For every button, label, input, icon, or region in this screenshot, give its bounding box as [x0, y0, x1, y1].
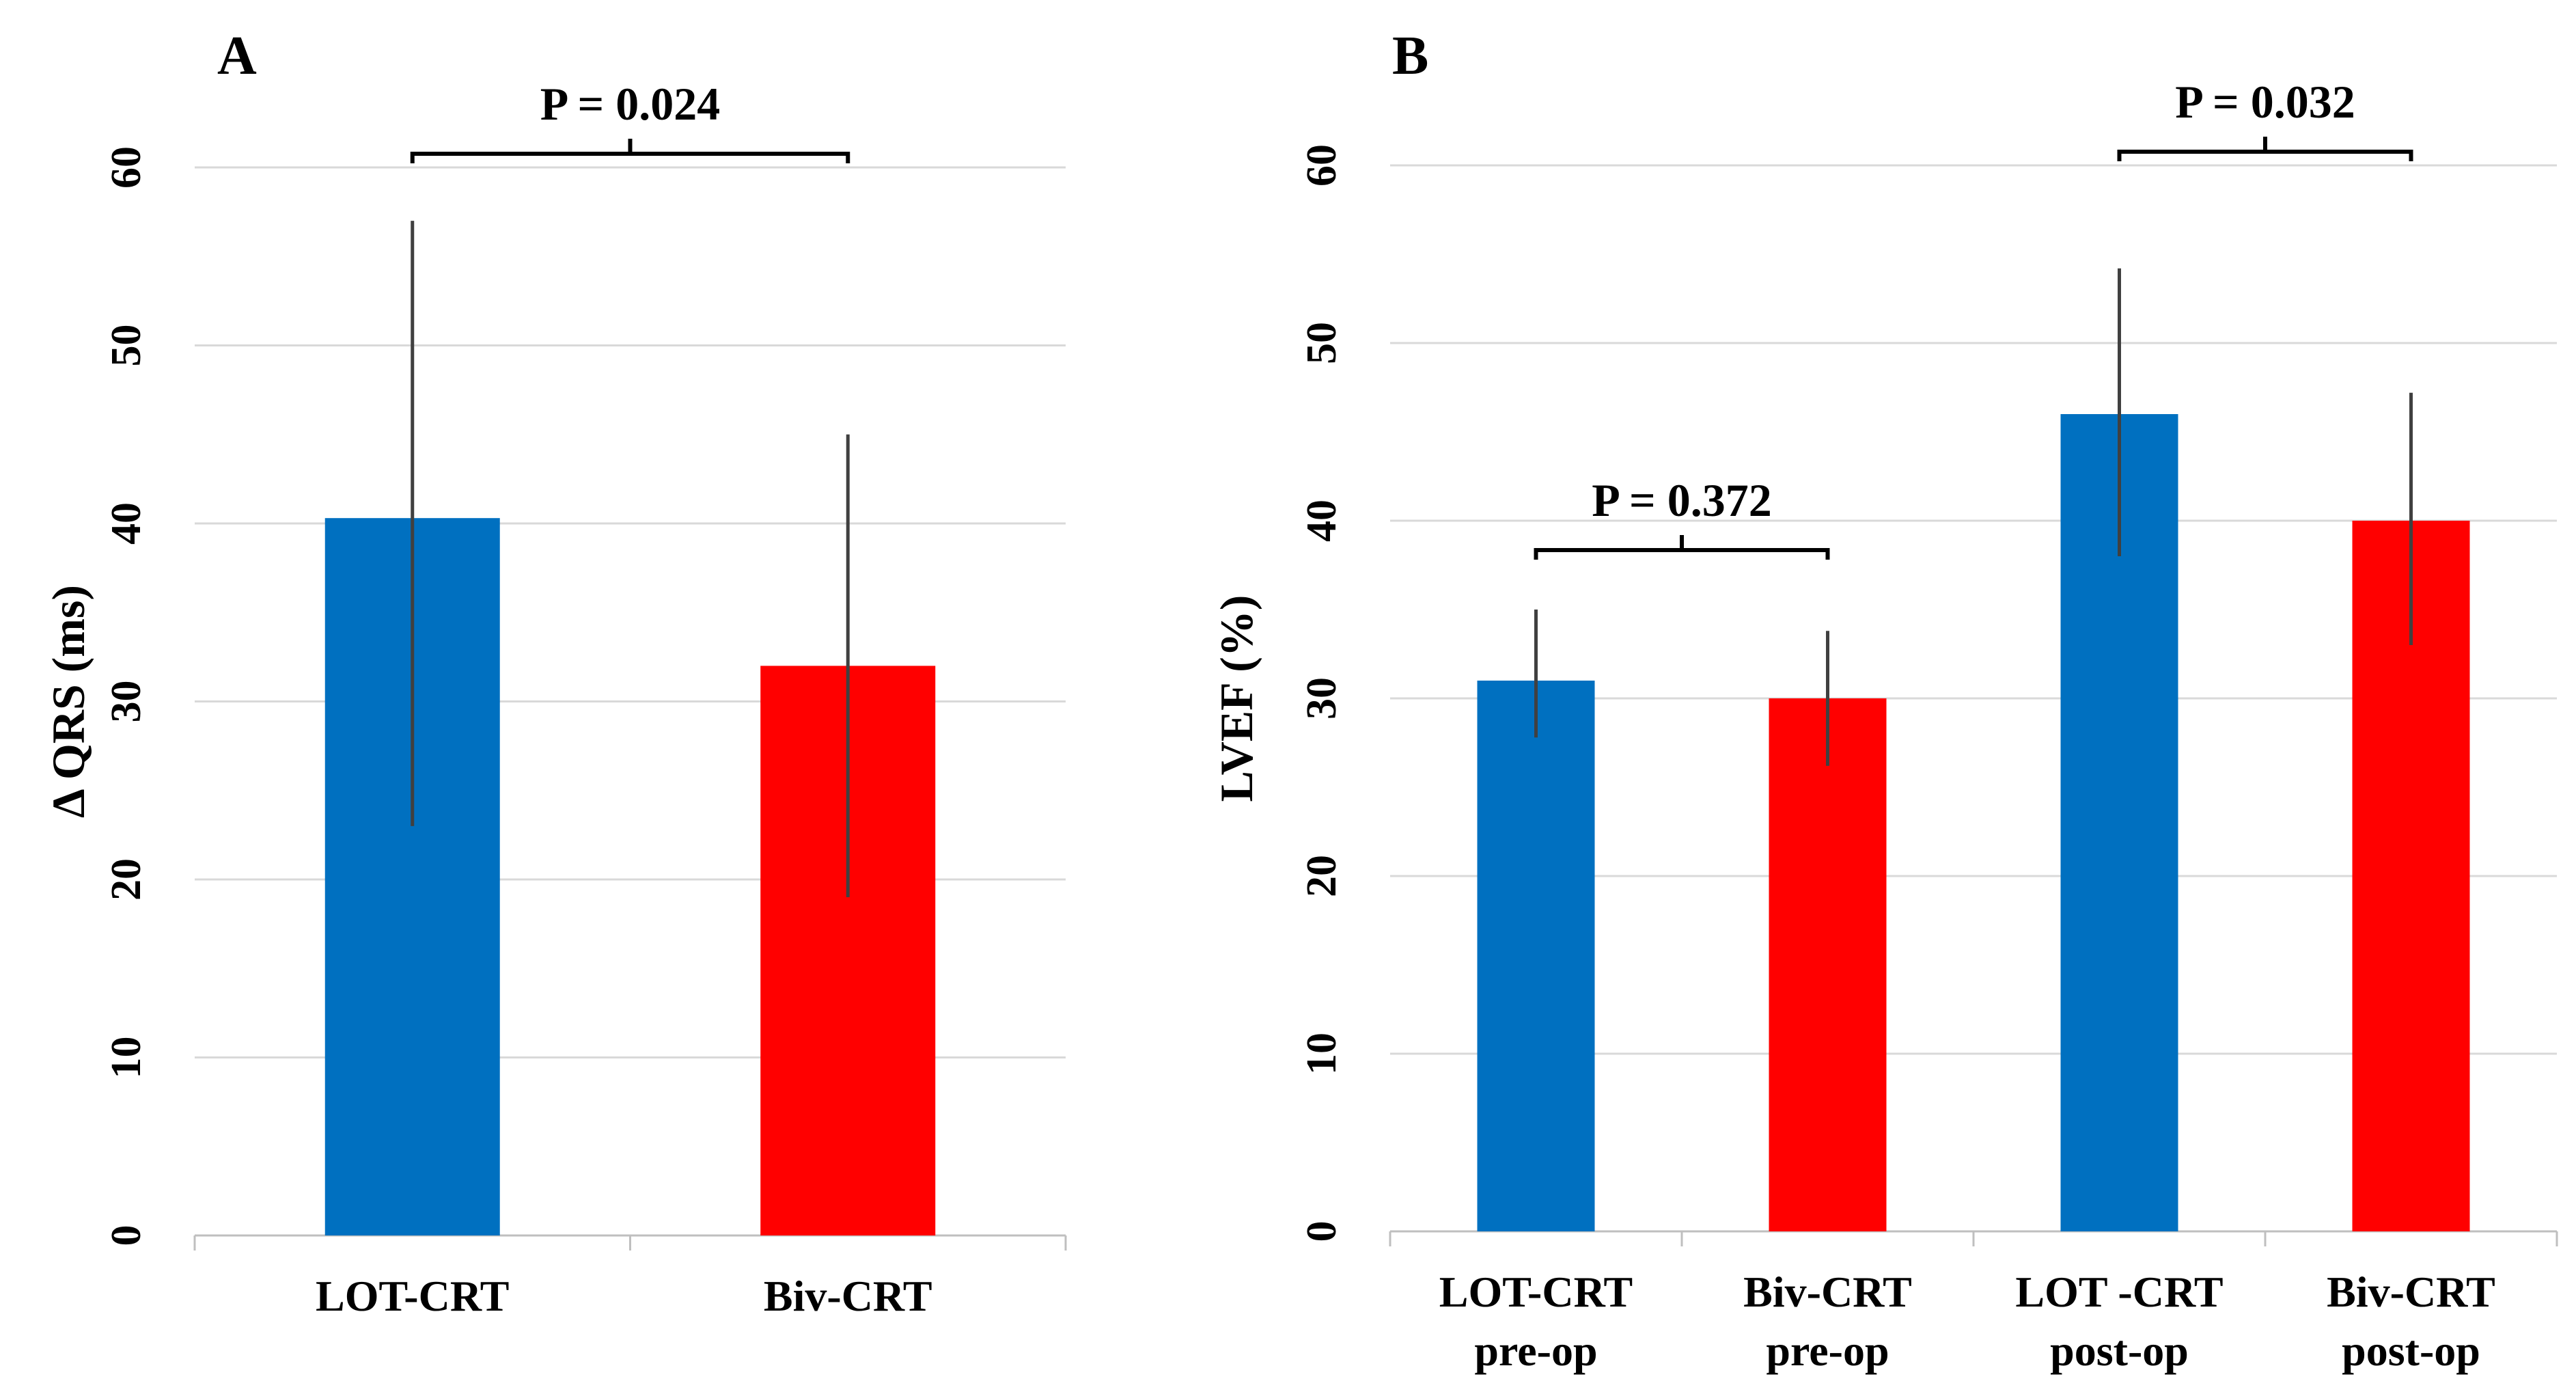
- y-tick-label: 50: [1299, 322, 1345, 364]
- y-tick-label: 50: [103, 325, 150, 367]
- significance-bracket: [2117, 137, 2413, 161]
- y-tick-label: 20: [103, 858, 150, 901]
- category-label: LOT -CRT: [2015, 1268, 2223, 1316]
- category-label: post-op: [2342, 1326, 2480, 1375]
- category-label: Biv-CRT: [1743, 1268, 1912, 1316]
- category-label: pre-op: [1474, 1326, 1597, 1375]
- bar: [1769, 698, 1887, 1231]
- y-tick-label: 30: [1299, 677, 1345, 720]
- p-value-label: P = 0.024: [540, 78, 721, 130]
- y-tick-label: 40: [103, 502, 150, 545]
- y-tick-label: 0: [103, 1225, 150, 1246]
- y-tick-label: 10: [1299, 1033, 1345, 1075]
- category-label: LOT-CRT: [1439, 1268, 1633, 1316]
- panel-label: B: [1392, 26, 1428, 86]
- y-axis-title: LVEF (%): [1210, 595, 1262, 802]
- y-tick-label: 60: [103, 146, 150, 189]
- y-tick-label: 60: [1299, 144, 1345, 187]
- category-label: LOT-CRT: [316, 1272, 509, 1320]
- significance-bracket: [410, 139, 850, 163]
- category-label: Biv-CRT: [2327, 1268, 2495, 1316]
- p-value-label: P = 0.032: [2175, 76, 2355, 128]
- y-tick-label: 40: [1299, 500, 1345, 542]
- y-tick-label: 0: [1299, 1221, 1345, 1242]
- bar: [1477, 681, 1595, 1231]
- category-label: pre-op: [1766, 1326, 1889, 1375]
- y-tick-label: 20: [1299, 855, 1345, 897]
- p-value-label: P = 0.372: [1592, 474, 1772, 526]
- significance-bracket: [1534, 535, 1830, 560]
- y-axis-title: Δ QRS (ms): [42, 585, 94, 818]
- panel-label: A: [217, 26, 257, 86]
- category-label: Biv-CRT: [764, 1272, 932, 1320]
- y-tick-label: 10: [103, 1037, 150, 1079]
- category-label: post-op: [2050, 1326, 2189, 1375]
- y-tick-label: 30: [103, 681, 150, 723]
